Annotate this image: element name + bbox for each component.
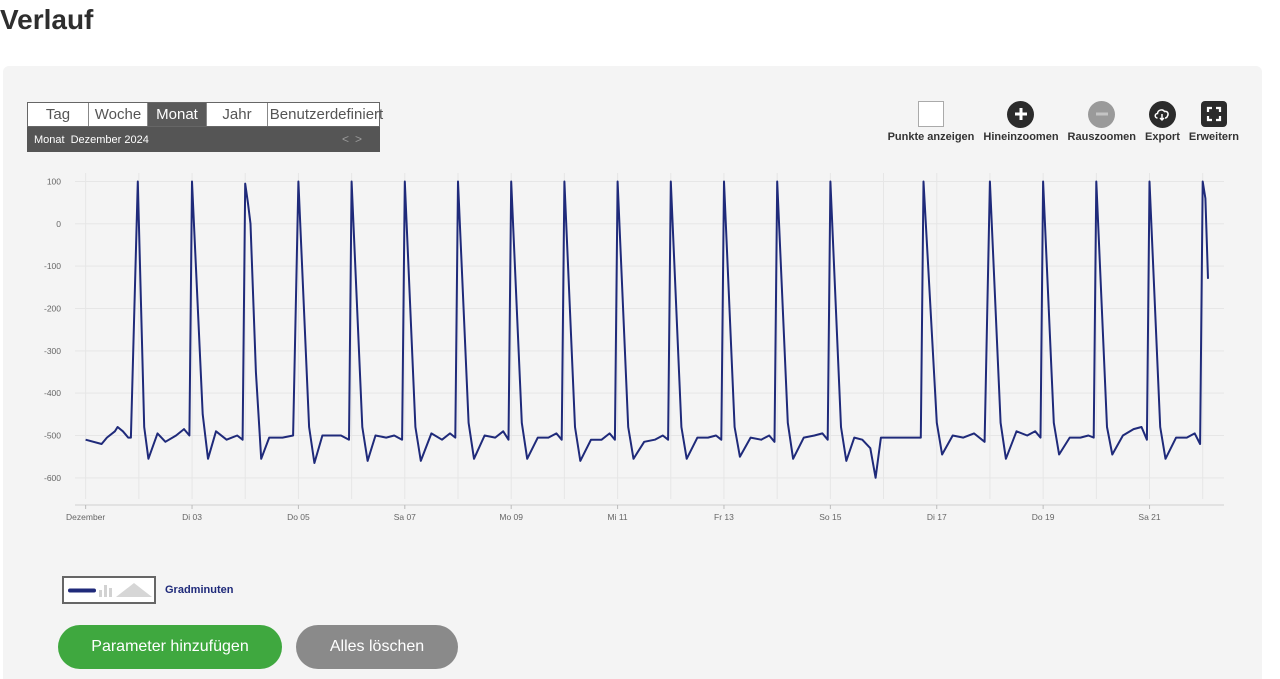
tab-benutzerdefiniert[interactable]: Benutzerdefiniert <box>269 106 384 123</box>
period-bar: Monat Dezember 2024 <> <box>27 127 380 152</box>
cloud-download-icon <box>1148 100 1176 128</box>
next-period-icon[interactable]: > <box>354 132 368 146</box>
tab-monat[interactable]: Monat <box>148 103 207 126</box>
x-tick-label: Do 05 <box>287 512 310 522</box>
clear-all-button[interactable]: Alles löschen <box>296 625 458 669</box>
line-type-icon[interactable] <box>68 588 96 593</box>
x-tick-label: Sa 07 <box>394 512 416 522</box>
y-tick-label: -200 <box>44 303 61 313</box>
zoom-out-label: Rauszoomen <box>1067 131 1137 143</box>
x-tick-label: Mo 09 <box>499 512 523 522</box>
y-tick-label: -300 <box>44 346 61 356</box>
x-tick-label: Di 17 <box>927 512 947 522</box>
chart-toolbar: Punkte anzeigen Hineinzoomen Rauszoomen … <box>888 100 1239 143</box>
area-type-icon[interactable] <box>116 583 152 597</box>
x-tick-label: Sa 21 <box>1138 512 1160 522</box>
tab-tag[interactable]: Tag <box>28 103 89 126</box>
period-current: Dezember 2024 <box>70 133 149 146</box>
plus-icon <box>1007 100 1035 128</box>
page-title: Verlauf <box>0 4 94 35</box>
zoom-in-button[interactable]: Hineinzoomen <box>983 100 1059 143</box>
period-tabs: Tag Woche Monat Jahr Benutzerdefiniert <box>27 102 383 127</box>
prev-period-icon[interactable]: < <box>341 132 355 146</box>
chart-type-switch[interactable] <box>62 576 156 604</box>
show-points-label: Punkte anzeigen <box>887 131 975 143</box>
zoom-out-button[interactable]: Rauszoomen <box>1068 100 1136 143</box>
x-tick-label: Mi 11 <box>608 512 628 522</box>
y-tick-label: -400 <box>44 388 61 398</box>
x-tick-label: Di 03 <box>182 512 202 522</box>
line-chart: 100 0 -100 -200 -300 -400 -500 -600 Dezember Di 0… <box>44 173 1224 522</box>
bar-type-icon[interactable] <box>99 585 112 597</box>
expand-icon <box>1200 101 1227 127</box>
export-label: Export <box>1145 131 1180 143</box>
series-line <box>85 180 1209 479</box>
tab-woche[interactable]: Woche <box>89 103 148 126</box>
minus-icon <box>1088 100 1116 128</box>
y-tick-label: -100 <box>44 261 61 271</box>
period-nav: <> <box>342 132 368 146</box>
x-tick-label: Do 19 <box>1032 512 1055 522</box>
add-parameter-button[interactable]: Parameter hinzufügen <box>58 625 282 669</box>
y-tick-label: 0 <box>56 219 61 229</box>
legend-series-label: Gradminuten <box>165 584 234 596</box>
x-tick-label: Fr 13 <box>714 512 734 522</box>
tab-jahr[interactable]: Jahr <box>207 103 268 126</box>
x-tick-label: So 15 <box>819 512 841 522</box>
period-mode-label: Monat <box>34 133 65 146</box>
y-tick-label: 100 <box>47 176 61 186</box>
expand-button[interactable]: Erweitern <box>1189 100 1239 143</box>
zoom-in-label: Hineinzoomen <box>983 131 1059 143</box>
checkbox-icon[interactable] <box>917 101 944 127</box>
show-points-toggle[interactable]: Punkte anzeigen <box>887 100 975 143</box>
period-selector: Tag Woche Monat Jahr Benutzerdefiniert M… <box>27 102 383 152</box>
x-tick-label: Dezember <box>66 512 105 522</box>
chart-panel: Tag Woche Monat Jahr Benutzerdefiniert M… <box>3 66 1262 679</box>
expand-label: Erweitern <box>1188 131 1239 143</box>
export-button[interactable]: Export <box>1145 100 1180 143</box>
y-tick-label: -600 <box>44 473 61 483</box>
legend: Gradminuten <box>62 576 233 604</box>
y-tick-label: -500 <box>44 430 61 440</box>
